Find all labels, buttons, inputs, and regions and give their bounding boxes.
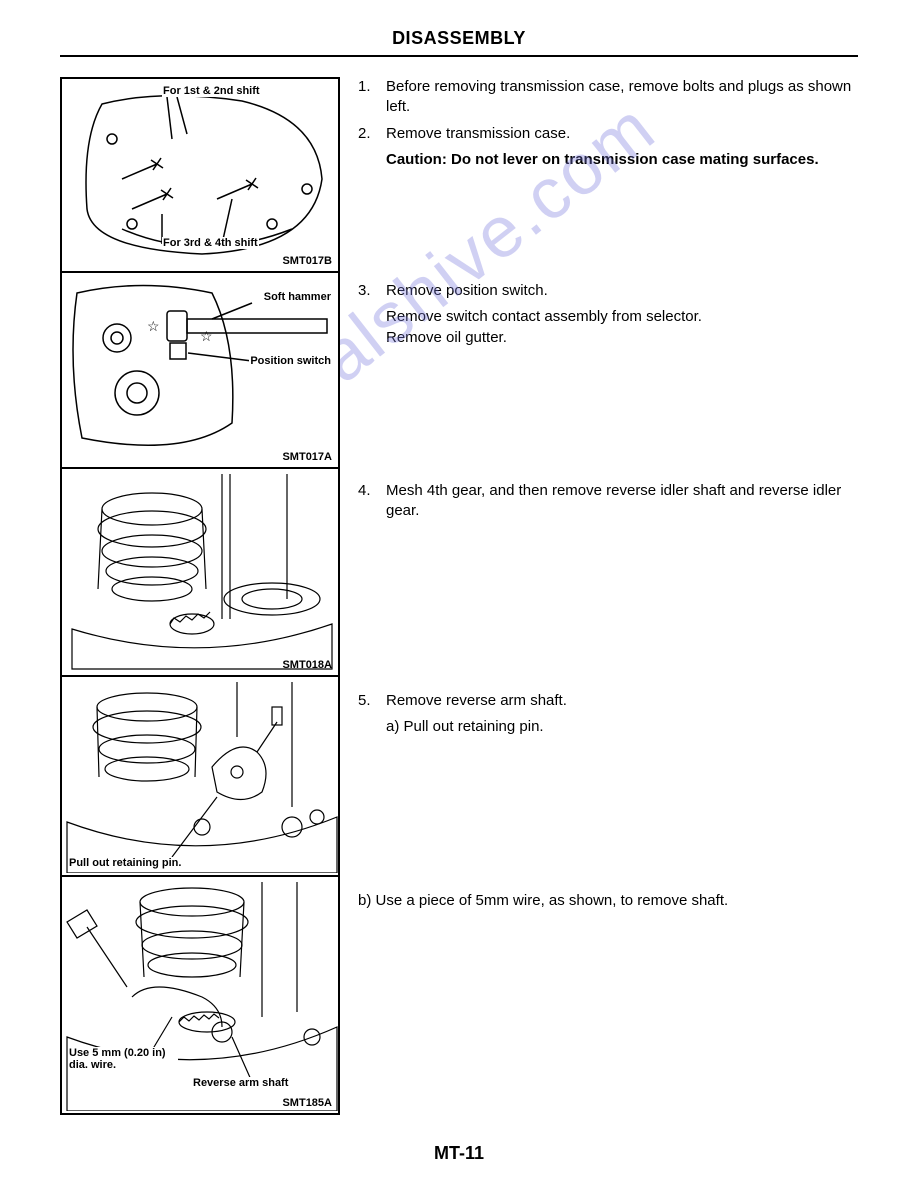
fig3-code: SMT018A — [282, 659, 332, 671]
fig5-label-shaft: Reverse arm shaft — [192, 1077, 289, 1089]
text-block-1: 1. Before removing transmission case, re… — [358, 77, 868, 273]
step4-text: Mesh 4th gear, and then remove reverse i… — [386, 481, 868, 522]
fig2-label-hammer: Soft hammer — [263, 291, 332, 303]
fig1-code: SMT017B — [282, 255, 332, 267]
step2-caution: Caution: Do not lever on transmission ca… — [358, 150, 868, 170]
fig1-label-top: For 1st & 2nd shift — [162, 85, 261, 97]
step3-num: 3. — [358, 281, 386, 301]
fig2-label-switch: Position switch — [249, 355, 332, 367]
step2-text: Remove transmission case. — [386, 124, 868, 144]
page-title: DISASSEMBLY — [0, 0, 918, 49]
fig4-sketch — [62, 677, 338, 873]
step5-line-a: a) Pull out retaining pin. — [358, 717, 868, 737]
figure-5: Use 5 mm (0.20 in) dia. wire. Reverse ar… — [60, 877, 340, 1115]
fig5-sketch — [62, 877, 338, 1111]
content-area: For 1st & 2nd shift For 3rd & 4th shift … — [0, 57, 918, 1115]
figure-4: Pull out retaining pin. — [60, 677, 340, 877]
text-block-2: 3. Remove position switch. Remove switch… — [358, 273, 868, 469]
text-column: 1. Before removing transmission case, re… — [358, 77, 868, 1115]
step1-num: 1. — [358, 77, 386, 118]
text-block-5: b) Use a piece of 5mm wire, as shown, to… — [358, 877, 868, 911]
figure-1: For 1st & 2nd shift For 3rd & 4th shift … — [60, 77, 340, 273]
step5-num: 5. — [358, 691, 386, 711]
step3-text: Remove position switch. — [386, 281, 868, 301]
step3-line-b: Remove oil gutter. — [358, 328, 868, 348]
step5-text: Remove reverse arm shaft. — [386, 691, 868, 711]
fig4-label-pin: Pull out retaining pin. — [68, 857, 182, 869]
page-footer: MT-11 — [0, 1143, 918, 1164]
step5-line-b: b) Use a piece of 5mm wire, as shown, to… — [358, 891, 868, 911]
figure-3: SMT018A — [60, 469, 340, 677]
step1-text: Before removing transmission case, remov… — [386, 77, 868, 118]
figure-column: For 1st & 2nd shift For 3rd & 4th shift … — [60, 77, 340, 1115]
svg-text:☆: ☆ — [200, 328, 213, 344]
step4-num: 4. — [358, 481, 386, 522]
fig2-code: SMT017A — [282, 451, 332, 463]
text-block-3: 4. Mesh 4th gear, and then remove revers… — [358, 469, 868, 677]
fig5-label-wire: Use 5 mm (0.20 in) dia. wire. — [68, 1047, 178, 1071]
fig3-sketch — [62, 469, 338, 673]
step2-num: 2. — [358, 124, 386, 144]
fig5-code: SMT185A — [282, 1097, 332, 1109]
figure-2: Soft hammer Position switch SMT017A ☆ ☆ — [60, 273, 340, 469]
text-block-4: 5. Remove reverse arm shaft. a) Pull out… — [358, 677, 868, 877]
fig1-label-bottom: For 3rd & 4th shift — [162, 237, 259, 249]
svg-text:☆: ☆ — [147, 318, 160, 334]
step3-line-a: Remove switch contact assembly from sele… — [358, 307, 868, 327]
